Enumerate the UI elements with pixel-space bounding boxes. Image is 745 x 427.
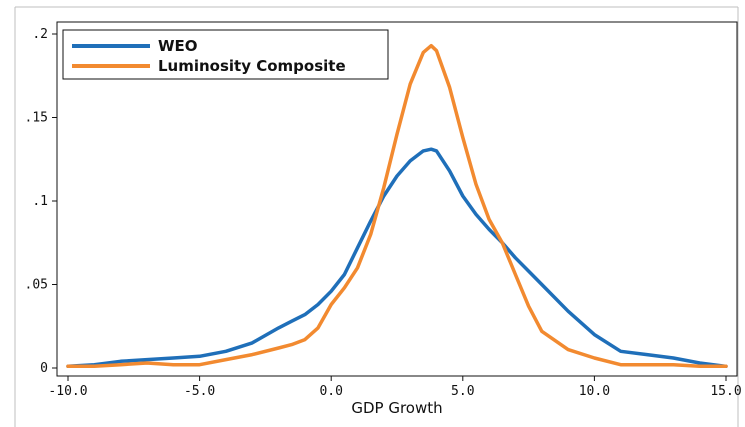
x-tick-label: -10.0	[48, 384, 87, 399]
legend-label-weo: WEO	[158, 37, 198, 55]
y-tick-label: 0	[40, 361, 48, 376]
x-tick-label: 15.0	[710, 384, 741, 399]
legend-label-luminosity-composite: Luminosity Composite	[158, 57, 346, 75]
series-line-luminosity-composite	[66, 43, 728, 369]
x-tick-label: -5.0	[184, 384, 215, 399]
y-tick-label: .05	[25, 278, 48, 293]
series-line-weo	[66, 147, 728, 369]
x-axis-title: GDP Growth	[351, 399, 442, 417]
x-tick-label: 10.0	[579, 384, 610, 399]
x-tick-label: 0.0	[319, 384, 342, 399]
plot-area-frame	[56, 21, 738, 377]
y-tick-label: .1	[32, 194, 48, 209]
y-tick-label: .2	[32, 27, 48, 42]
series-lines	[66, 43, 728, 369]
y-tick-label: .15	[25, 111, 48, 126]
legend-box	[62, 29, 389, 80]
x-tick-label: 5.0	[451, 384, 474, 399]
x-axis: -10.0 -5.0 0.0 5.0 10.0 15.0	[48, 376, 742, 399]
legend: WEO Luminosity Composite	[62, 29, 389, 80]
y-axis: 0 .05 .1 .15 .2	[25, 27, 57, 376]
